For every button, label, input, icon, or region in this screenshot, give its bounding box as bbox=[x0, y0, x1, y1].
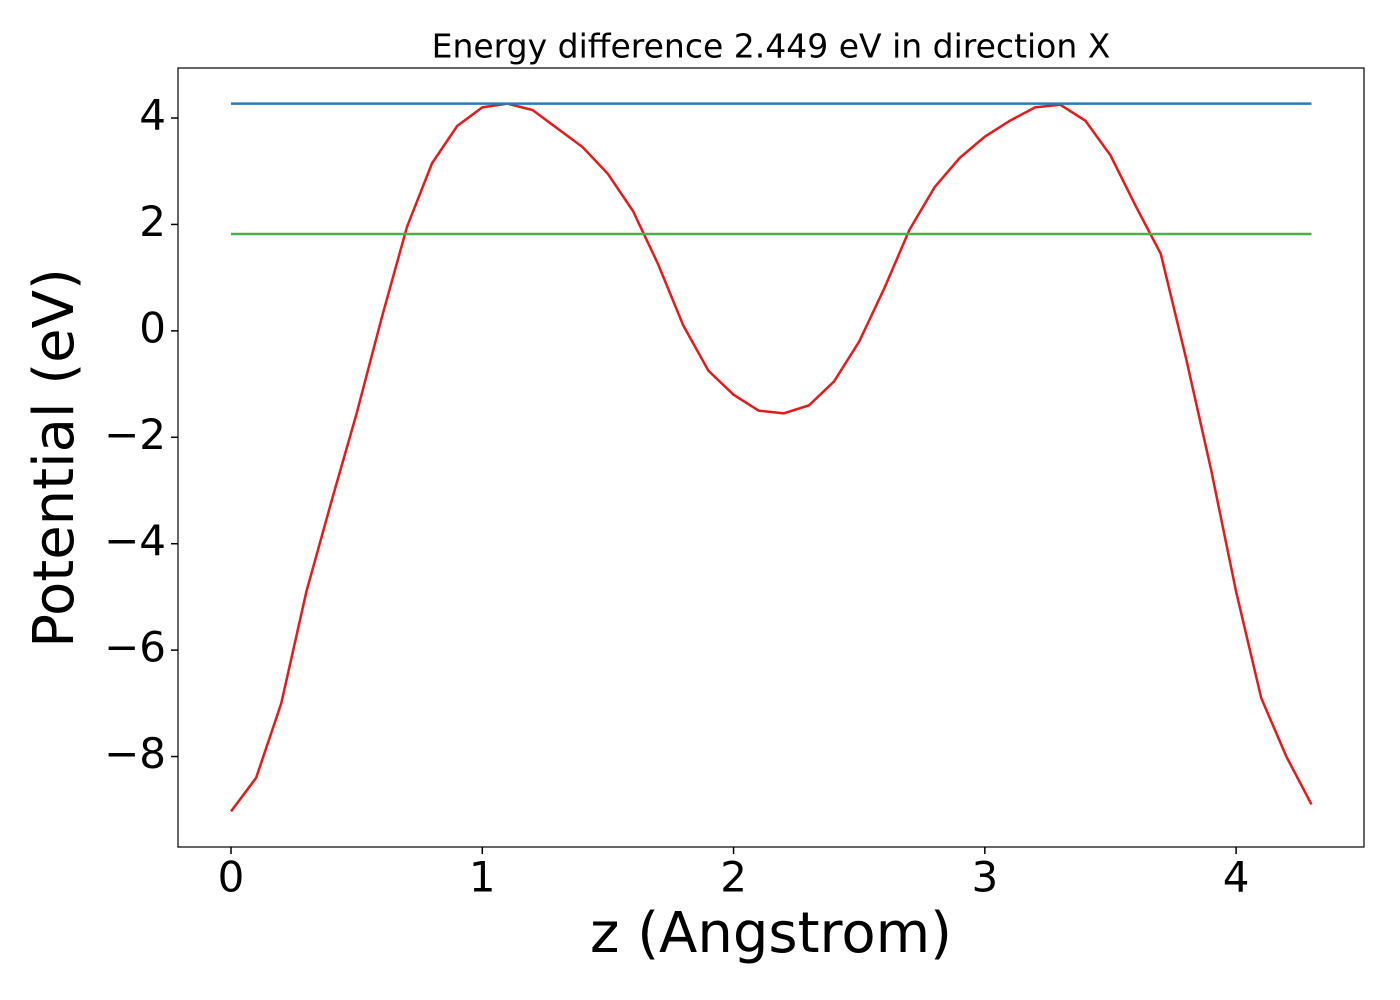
y-tick-label: 2 bbox=[139, 197, 166, 246]
y-tick-label: −8 bbox=[104, 729, 166, 778]
y-tick-label: −6 bbox=[104, 623, 166, 672]
y-tick-label: −2 bbox=[104, 410, 166, 459]
x-tick-label: 4 bbox=[1223, 853, 1250, 902]
y-tick-label: 0 bbox=[139, 303, 166, 352]
chart-title: Energy difference 2.449 eV in direction … bbox=[432, 27, 1111, 66]
x-tick-label: 0 bbox=[218, 853, 245, 902]
x-axis-label: z (Angstrom) bbox=[590, 901, 952, 966]
y-tick-label: 4 bbox=[139, 91, 166, 140]
x-tick-label: 3 bbox=[971, 853, 998, 902]
x-tick-label: 1 bbox=[469, 853, 496, 902]
series-line bbox=[230, 102, 1313, 813]
plot-frame bbox=[177, 67, 1365, 848]
x-tick-label: 2 bbox=[720, 853, 747, 902]
y-tick-label: −4 bbox=[104, 516, 166, 565]
y-axis-label: Potential (eV) bbox=[22, 268, 87, 648]
